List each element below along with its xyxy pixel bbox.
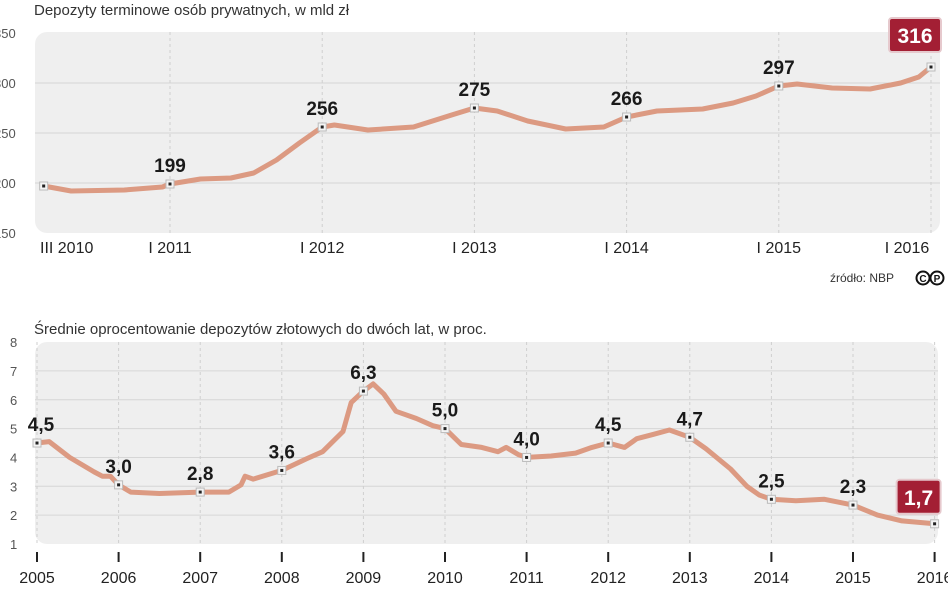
series-line [41,64,934,194]
x-tick-label: III 2010 [40,240,93,257]
x-tick-label: 2007 [182,570,218,587]
x-tick-label: 2015 [835,570,871,587]
chart-1: Depozyty terminowe osób prywatnych, w ml… [0,2,942,257]
data-label: 199 [154,156,186,177]
data-label: 297 [763,58,795,79]
data-label: 4,5 [595,415,622,436]
data-point-dot [769,497,773,501]
highlight-value: 1,7 [904,487,933,510]
y-tick-label: 200 [0,176,16,191]
x-tick-label: I 2016 [885,240,930,257]
source-label: źródło: NBP [830,271,894,285]
data-label: 2,8 [187,464,213,485]
y-tick-label: 7 [10,364,17,379]
y-tick-label: 3 [10,479,17,494]
data-point-dot [625,115,629,119]
x-tick-label: I 2011 [148,240,191,257]
x-tick-label: 2016 [917,570,948,587]
data-label: 256 [306,99,338,120]
data-point-dot [777,84,781,88]
highlight-badge [888,17,942,53]
x-tick-label: 2009 [346,570,382,587]
data-point-dot [198,490,202,494]
data-point-dot [42,184,46,188]
data-point-dot [606,441,610,445]
data-point-dot [688,435,692,439]
y-tick-label: 1 [10,537,17,552]
x-tick-label: I 2015 [757,240,802,257]
y-tick-label: 8 [10,335,17,350]
chart-title: Średnie oprocentowanie depozytów złotowy… [34,320,487,338]
svg-text:C: C [919,274,926,285]
data-label: 4,5 [28,415,55,436]
chart-2: Średnie oprocentowanie depozytów złotowy… [10,320,948,587]
data-point-dot [525,455,529,459]
plot-area [35,342,938,544]
x-tick-label: 2011 [509,570,544,587]
data-label: 2,5 [758,471,785,492]
x-tick-label: I 2013 [452,240,497,257]
publisher-logo: C P [915,270,945,286]
y-tick-label: 350 [0,26,16,41]
data-point-dot [472,106,476,110]
data-point-dot [168,182,172,186]
data-label: 6,3 [350,363,376,384]
data-label: 5,0 [432,401,458,422]
data-point-dot [35,441,39,445]
data-point-dot [280,468,284,472]
data-label: 2,3 [840,477,866,498]
x-tick-label: 2012 [590,570,626,587]
data-label: 266 [611,89,643,110]
data-label: 4,0 [513,429,539,450]
data-label: 3,6 [269,442,295,463]
data-point-dot [361,389,365,393]
x-tick-label: I 2012 [300,240,345,257]
x-tick-label: 2005 [19,570,55,587]
y-tick-label: 6 [10,393,17,408]
x-tick-label: 2013 [672,570,708,587]
data-point-dot [117,483,121,487]
highlight-value: 316 [897,25,932,48]
data-point-dot [320,125,324,129]
x-tick-label: 2006 [101,570,137,587]
y-tick-label: 300 [0,76,16,91]
data-label: 3,0 [105,457,131,478]
data-point-dot [443,427,447,431]
x-tick-label: 2014 [754,570,790,587]
y-tick-label: 5 [10,422,17,437]
x-tick-label: 2010 [427,570,463,587]
chart-title: Depozyty terminowe osób prywatnych, w ml… [34,2,350,19]
svg-text:P: P [934,274,941,285]
x-tick-label: 2008 [264,570,300,587]
y-tick-label: 250 [0,126,16,141]
y-tick-label: 4 [10,450,17,465]
data-point-dot [933,522,937,526]
x-tick-label: I 2014 [604,240,649,257]
data-label: 275 [459,80,491,101]
highlight-badge [895,478,942,515]
y-tick-label: 150 [0,226,16,241]
y-tick-label: 2 [10,508,17,523]
data-label: 4,7 [677,409,703,430]
data-point-dot [851,503,855,507]
data-point-dot [929,65,933,69]
